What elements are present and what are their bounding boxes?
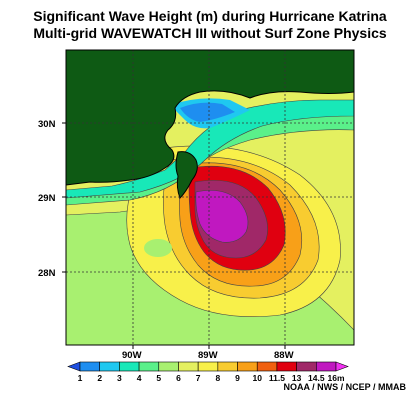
- coastline-land: [66, 50, 354, 186]
- colorbar-segment: [316, 361, 337, 372]
- wave-contour-5m-pocket: [144, 239, 172, 257]
- colorbar-label: 13: [292, 373, 302, 383]
- lat-label-28n: 28N: [38, 268, 56, 279]
- colorbar: [67, 361, 349, 372]
- lat-label-29n: 29N: [38, 193, 56, 204]
- mississippi-delta: [175, 151, 198, 199]
- colorbar-segment: [217, 361, 238, 372]
- colorbar-segment: [237, 361, 258, 372]
- colorbar-segment: [158, 361, 179, 372]
- lon-label-89w: 89W: [198, 350, 218, 361]
- graticule: [66, 50, 354, 345]
- colorbar-label: 14.5: [308, 373, 325, 383]
- colorbar-segment: [335, 361, 349, 372]
- colorbar-label: 5: [156, 373, 161, 383]
- lon-label-90w: 90W: [122, 350, 142, 361]
- colorbar-label: 10: [252, 373, 262, 383]
- colorbar-segment: [79, 361, 100, 372]
- colorbar-segment: [197, 361, 219, 372]
- colorbar-label: 11.5: [269, 373, 285, 383]
- colorbar-segment: [178, 361, 199, 372]
- colorbar-segment: [99, 361, 120, 372]
- colorbar-segment: [138, 361, 160, 372]
- map-title: Significant Wave Height (m) during Hurri…: [0, 8, 420, 42]
- map-plot-area: [66, 50, 354, 345]
- colorbar-label: 3: [117, 373, 122, 383]
- title-line-2: Multi-grid WAVEWATCH III without Surf Zo…: [33, 25, 387, 41]
- colorbar-segment: [296, 361, 317, 372]
- lon-label-88w: 88W: [274, 350, 294, 361]
- colorbar-segment: [276, 361, 297, 372]
- title-line-1: Significant Wave Height (m) during Hurri…: [33, 8, 387, 24]
- colorbar-label: 16m: [327, 373, 344, 383]
- colorbar-label: 6: [176, 373, 181, 383]
- coastal-contour-2m: [180, 102, 235, 122]
- colorbar-label: 9: [235, 373, 240, 383]
- colorbar-segment: [67, 361, 81, 372]
- axis-ticks: [62, 122, 286, 349]
- colorbar-label: 4: [137, 373, 142, 383]
- credit-text: NOAA / NWS / NCEP / MMAB: [283, 382, 406, 392]
- colorbar-label: 2: [97, 373, 102, 383]
- colorbar-segment: [256, 361, 278, 372]
- colorbar-label: 8: [215, 373, 220, 383]
- colorbar-label: 1: [78, 373, 83, 383]
- colorbar-labels: 1 2 3 4 5 6 7 8 9 10 11.5 13 14.5 16m: [78, 373, 345, 383]
- colorbar-label: 7: [196, 373, 201, 383]
- colorbar-segment: [119, 361, 140, 372]
- lat-label-30n: 30N: [38, 119, 56, 130]
